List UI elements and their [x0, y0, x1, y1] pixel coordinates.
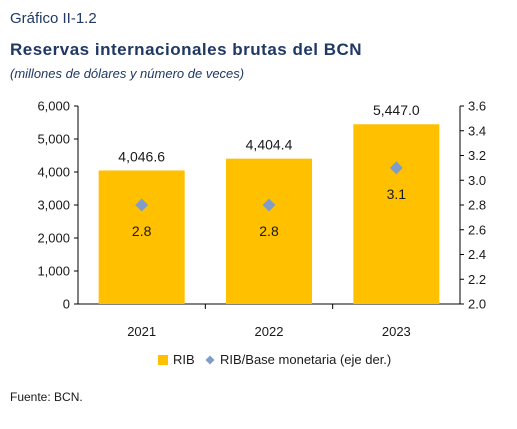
y2-tick-label: 3.4: [468, 123, 486, 138]
legend-swatch-ratio: [205, 355, 215, 365]
y-tick-label: 4,000: [37, 165, 70, 180]
y-tick-label: 1,000: [37, 264, 70, 279]
ratio-value-label: 2.8: [259, 223, 279, 239]
bar-2023: [353, 124, 440, 305]
ratio-marker-2023: [389, 161, 403, 175]
legend-label-rib: RIB: [173, 352, 195, 367]
ratio-marker-2022: [262, 198, 276, 212]
x-tick-label: 2022: [255, 324, 284, 339]
ratio-value-label: 2.8: [132, 223, 152, 239]
y-tick-label: 2,000: [37, 231, 70, 246]
y2-tick-label: 2.6: [468, 222, 486, 237]
bar-2021: [98, 170, 185, 304]
y2-tick-label: 2.4: [468, 247, 486, 262]
y2-tick-label: 2.0: [468, 297, 486, 312]
x-tick-label: 2021: [127, 324, 156, 339]
y2-tick-label: 2.2: [468, 272, 486, 287]
bar-value-label: 5,447.0: [373, 102, 420, 118]
y-tick-label: 3,000: [37, 198, 70, 213]
x-tick-label: 2023: [382, 324, 411, 339]
y-tick-label: 5,000: [37, 132, 70, 147]
y2-tick-label: 2.8: [468, 198, 486, 213]
ratio-marker-2021: [135, 198, 149, 212]
y2-tick-label: 3.6: [468, 99, 486, 114]
chart-subtitle: (millones de dólares y número de veces): [10, 66, 245, 81]
y-tick-label: 0: [63, 297, 70, 312]
y-tick-label: 6,000: [37, 99, 70, 114]
figure-label: Gráfico II-1.2: [10, 10, 97, 27]
bar-2022: [226, 158, 312, 304]
y2-tick-label: 3.0: [468, 173, 486, 188]
chart-title: Reservas internacionales brutas del BCN: [10, 40, 363, 59]
legend-label-ratio: RIB/Base monetaria (eje der.): [220, 352, 391, 367]
source-note: Fuente: BCN.: [10, 390, 83, 404]
bar-value-label: 4,404.4: [246, 137, 293, 153]
ratio-value-label: 3.1: [387, 186, 407, 202]
bar-value-label: 4,046.6: [118, 148, 165, 164]
y2-tick-label: 3.2: [468, 148, 486, 163]
legend-swatch-rib: [158, 355, 168, 365]
